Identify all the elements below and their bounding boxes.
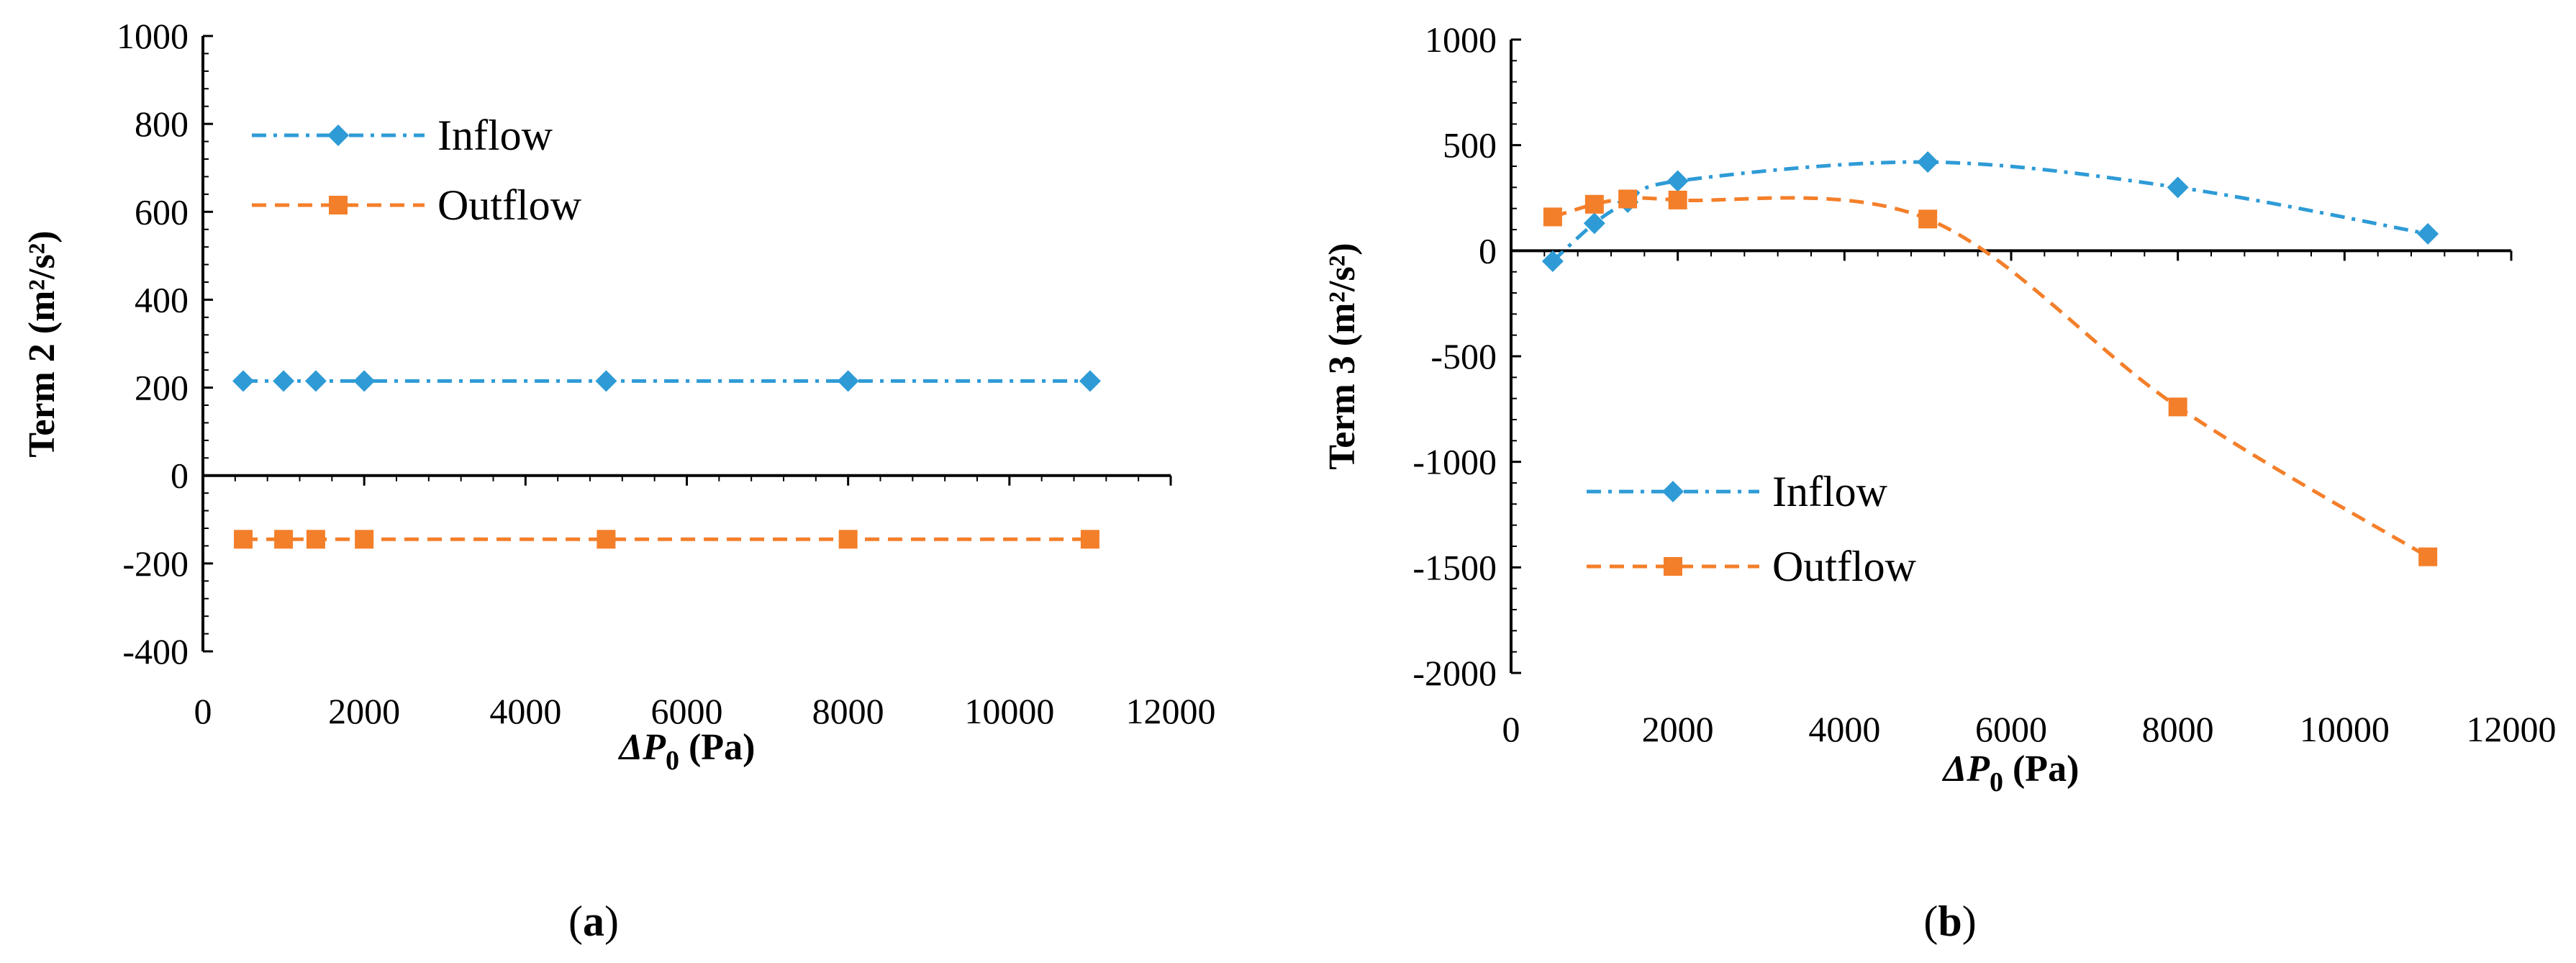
data-point-inflow bbox=[1583, 212, 1605, 235]
x-tick-label: 12000 bbox=[1126, 691, 1216, 731]
data-point-inflow bbox=[232, 370, 255, 392]
data-point-outflow bbox=[234, 530, 253, 549]
y-tick-label: -1500 bbox=[1412, 547, 1497, 587]
x-tick-label: 10000 bbox=[964, 691, 1054, 731]
legend-marker-outflow bbox=[329, 196, 348, 214]
data-point-inflow bbox=[1917, 151, 1939, 173]
y-tick-label: -2000 bbox=[1412, 653, 1497, 693]
y-tick-label: 0 bbox=[171, 456, 189, 496]
x-tick-label: 6000 bbox=[1975, 709, 2047, 749]
series-line-outflow bbox=[1552, 196, 2429, 559]
data-point-outflow bbox=[2168, 397, 2187, 417]
panel-label: (b) bbox=[1923, 898, 1976, 945]
x-axis-label: ΔP0 (Pa) bbox=[618, 727, 756, 776]
x-tick-label: 6000 bbox=[651, 691, 723, 731]
x-axis-label-unit: (Pa) bbox=[679, 727, 755, 768]
legend-label-outflow: Outflow bbox=[437, 181, 582, 229]
x-tick-label: 2000 bbox=[1642, 709, 1714, 749]
data-point-outflow bbox=[1543, 207, 1562, 227]
legend-marker-outflow bbox=[1664, 557, 1682, 576]
data-point-inflow bbox=[304, 370, 327, 392]
x-tick-label: 10000 bbox=[2300, 709, 2390, 749]
data-point-inflow bbox=[1666, 170, 1689, 192]
x-tick-label: 0 bbox=[194, 691, 212, 731]
data-point-outflow bbox=[1668, 190, 1687, 209]
y-tick-label: 200 bbox=[135, 368, 189, 408]
y-tick-label: -500 bbox=[1430, 336, 1497, 376]
data-point-inflow bbox=[353, 370, 376, 392]
y-tick-label: 400 bbox=[135, 279, 189, 320]
y-tick-label: 1000 bbox=[117, 16, 189, 56]
x-tick-label: 4000 bbox=[1808, 709, 1880, 749]
data-point-inflow bbox=[1541, 250, 1564, 272]
y-tick-label: 500 bbox=[1443, 125, 1497, 166]
legend-marker-inflow bbox=[327, 125, 349, 146]
legend-label-inflow: Inflow bbox=[1772, 468, 1888, 515]
y-tick-label: 800 bbox=[135, 104, 189, 144]
y-tick-label: 1000 bbox=[1425, 19, 1497, 60]
y-tick-label: -1000 bbox=[1412, 442, 1497, 482]
x-tick-label: 4000 bbox=[489, 691, 561, 731]
x-tick-label: 8000 bbox=[812, 691, 884, 731]
x-axis-label-sub: 0 bbox=[666, 746, 679, 776]
panel-label-open: ( bbox=[1923, 898, 1938, 945]
data-point-outflow bbox=[306, 530, 325, 549]
x-axis-label: ΔP0 (Pa) bbox=[1942, 749, 2080, 797]
x-axis-label-main: ΔP bbox=[1942, 749, 1991, 790]
data-point-inflow bbox=[595, 370, 617, 392]
data-point-outflow bbox=[355, 530, 374, 549]
x-tick-label: 12000 bbox=[2467, 709, 2557, 749]
y-tick-label: 0 bbox=[1479, 230, 1497, 271]
data-point-outflow bbox=[1918, 209, 1938, 229]
x-axis-label-main: ΔP bbox=[618, 727, 667, 768]
data-point-inflow bbox=[273, 370, 295, 392]
data-point-inflow bbox=[837, 370, 859, 392]
panel-label-open: ( bbox=[568, 898, 583, 945]
legend-label-outflow: Outflow bbox=[1772, 543, 1917, 590]
x-tick-label: 8000 bbox=[2142, 709, 2214, 749]
data-point-outflow bbox=[1618, 189, 1638, 209]
y-tick-label: 600 bbox=[135, 191, 189, 232]
panel-label-letter: a bbox=[583, 898, 604, 945]
data-point-outflow bbox=[597, 530, 616, 549]
panel-label: (a) bbox=[568, 898, 619, 945]
data-point-inflow bbox=[2417, 222, 2439, 245]
data-point-outflow bbox=[274, 530, 294, 549]
x-tick-label: 2000 bbox=[328, 691, 400, 731]
data-point-inflow bbox=[1079, 370, 1101, 392]
data-point-outflow bbox=[2418, 547, 2438, 566]
panel-label-letter: b bbox=[1938, 898, 1962, 945]
x-axis-label-sub: 0 bbox=[1990, 767, 2003, 797]
y-tick-label: -200 bbox=[122, 543, 189, 584]
panel-label-close: ) bbox=[604, 898, 619, 945]
x-axis-label-unit: (Pa) bbox=[2003, 749, 2079, 790]
legend-label-inflow: Inflow bbox=[437, 112, 553, 159]
panel-label-close: ) bbox=[1962, 898, 1977, 945]
series-line-inflow bbox=[1551, 160, 2428, 263]
data-point-outflow bbox=[1080, 530, 1099, 549]
y-axis-label: Term 2 (m²/s²) bbox=[22, 230, 63, 457]
data-point-outflow bbox=[838, 530, 858, 549]
x-tick-label: 0 bbox=[1502, 709, 1520, 749]
data-point-inflow bbox=[2167, 176, 2189, 199]
y-tick-label: -400 bbox=[122, 631, 189, 672]
y-axis-label: Term 3 (m²/s²) bbox=[1322, 243, 1363, 469]
legend-marker-inflow bbox=[1662, 481, 1684, 502]
data-point-outflow bbox=[1584, 194, 1604, 214]
